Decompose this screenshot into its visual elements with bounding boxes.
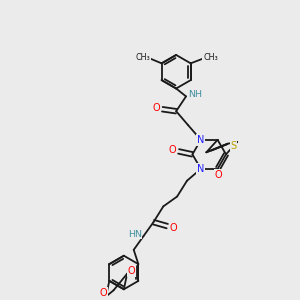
Text: O: O [127,266,135,276]
Text: HN: HN [128,230,142,238]
Text: N: N [197,164,205,174]
Text: S: S [230,141,237,151]
Text: O: O [153,103,160,113]
Text: CH₃: CH₃ [136,53,150,62]
Text: O: O [169,146,176,155]
Text: O: O [214,170,222,180]
Text: CH₃: CH₃ [203,53,218,62]
Text: N: N [197,135,205,145]
Text: O: O [169,223,177,233]
Text: O: O [99,287,107,298]
Text: NH: NH [188,90,202,99]
